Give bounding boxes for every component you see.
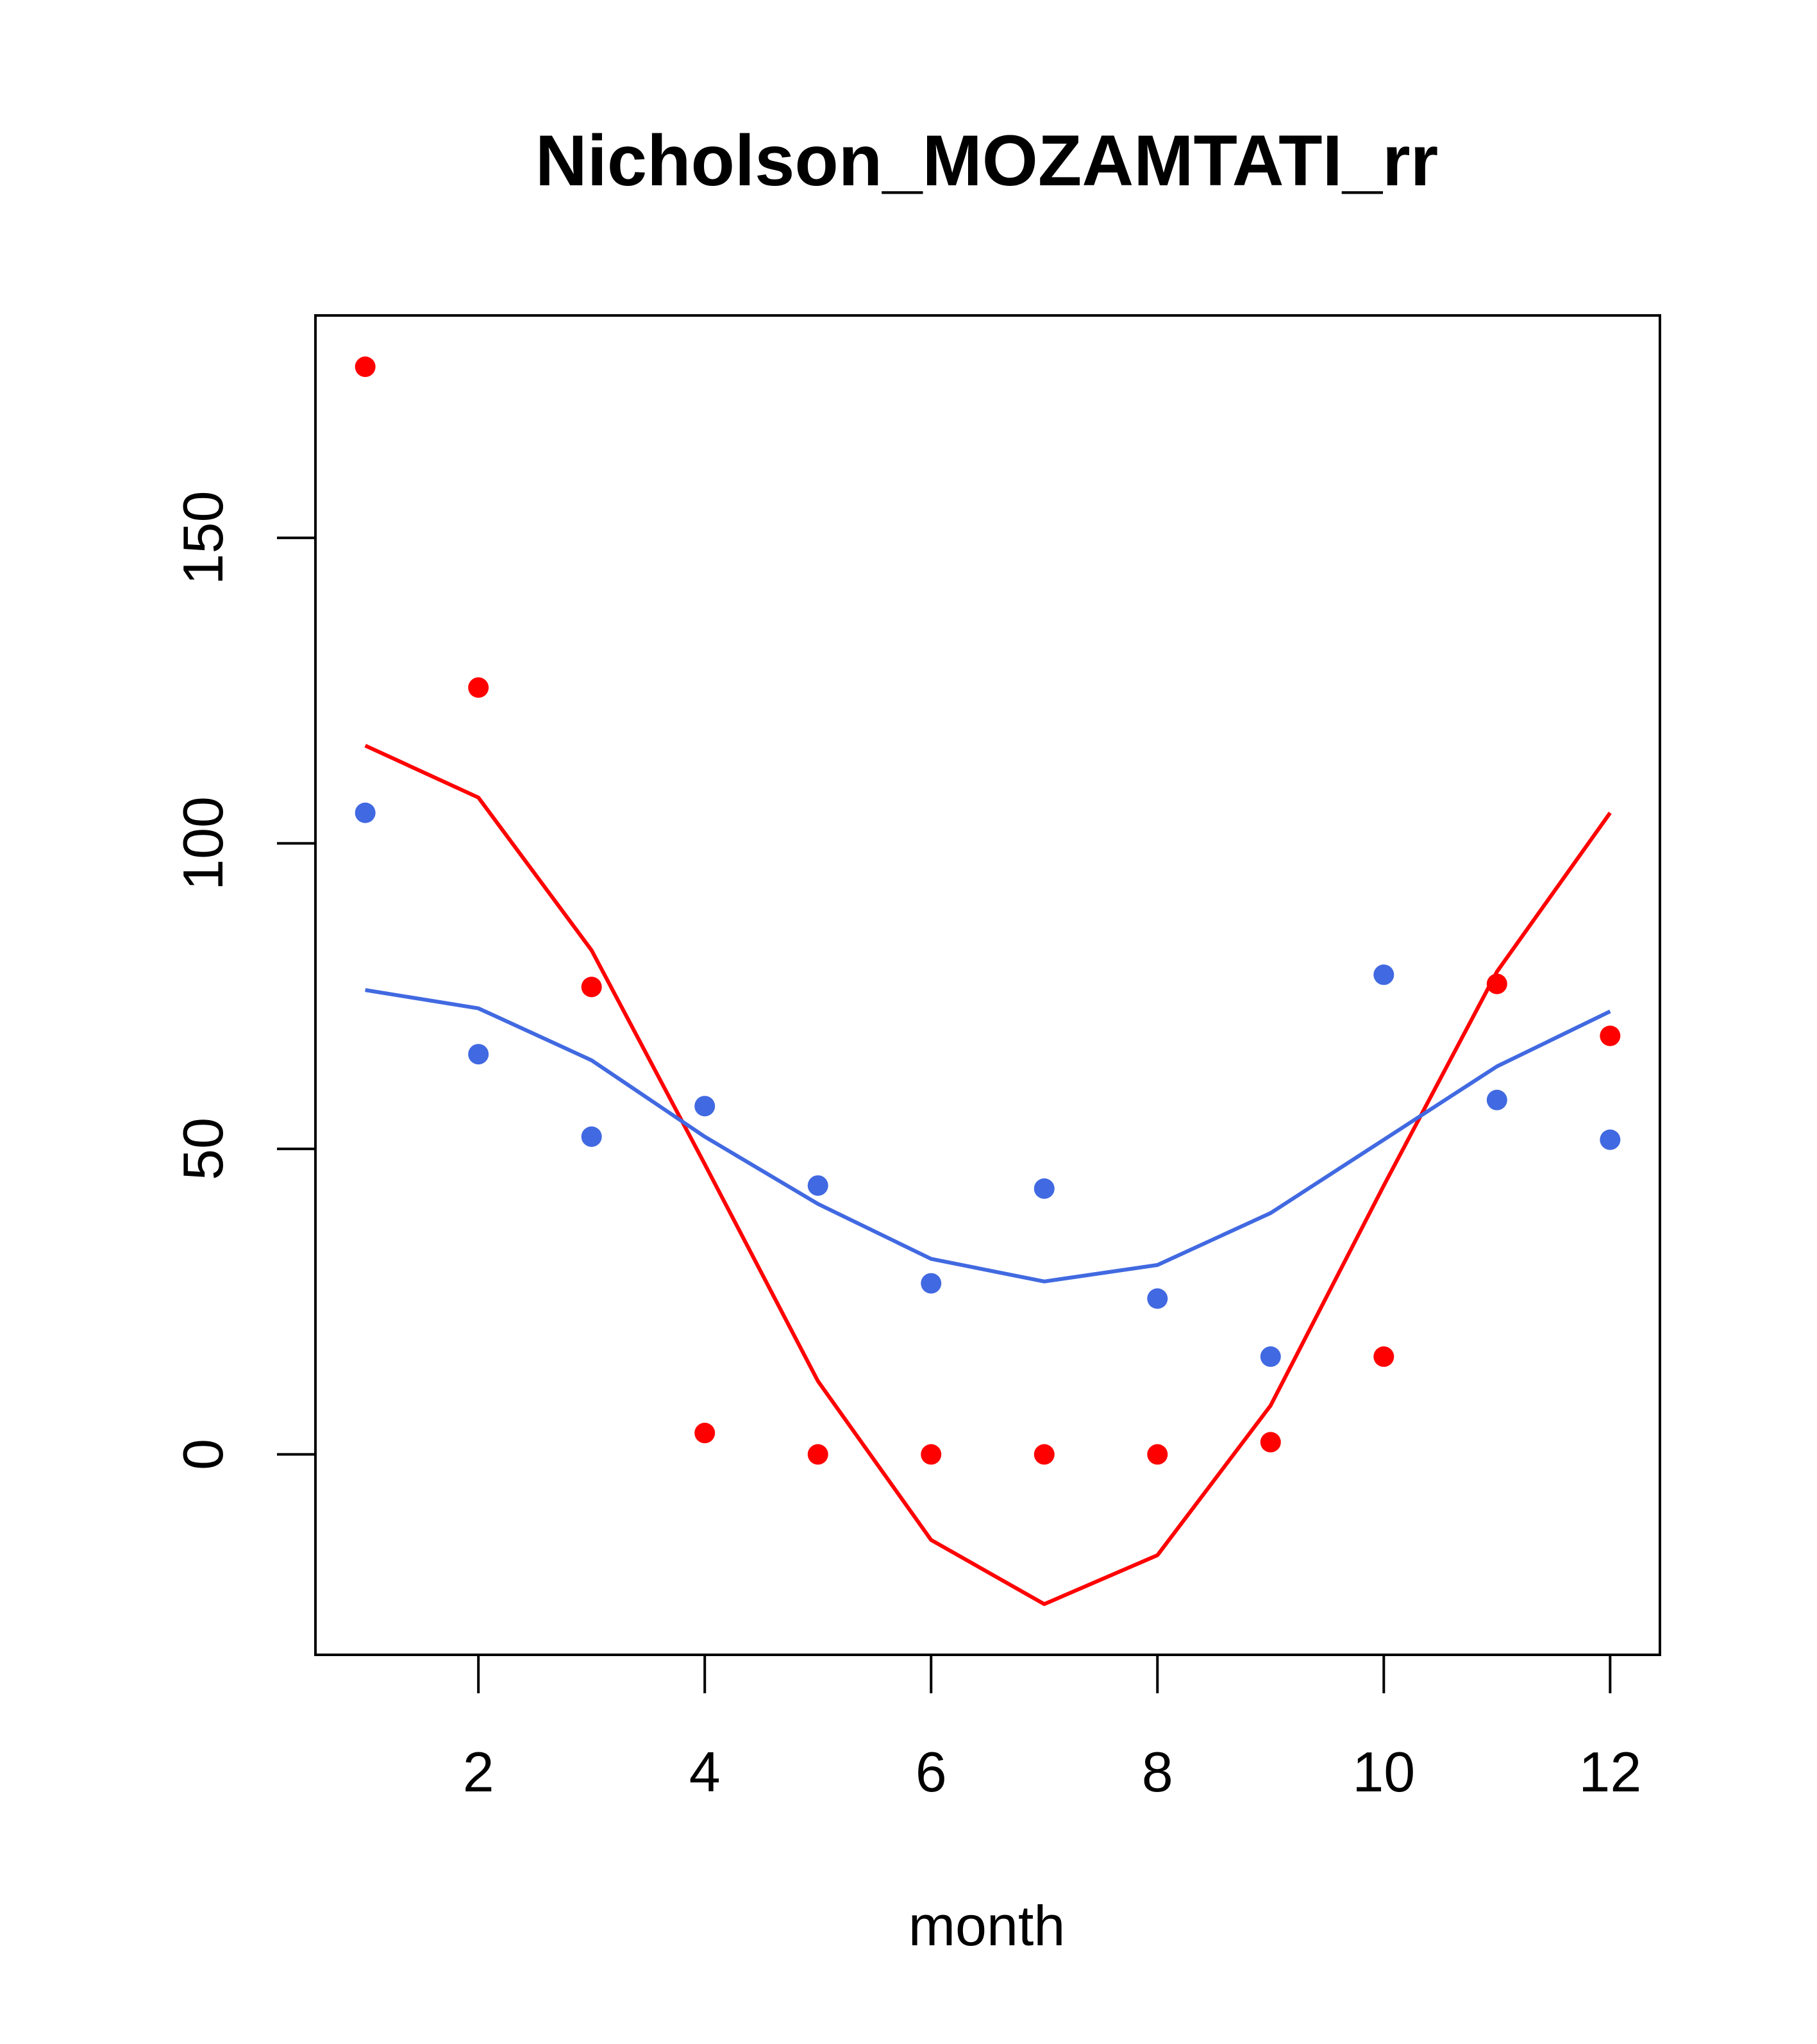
data-point [921,1444,942,1465]
y-tick-label: 100 [171,796,235,891]
data-point [1147,1288,1168,1309]
x-axis-title: month [908,1894,1066,1957]
x-tick-label: 2 [463,1740,494,1804]
data-point [694,1423,716,1444]
x-tick-label: 10 [1352,1740,1415,1804]
x-axis: 2 4 6 8 10 12 [463,1654,1641,1804]
data-point [1486,1089,1507,1110]
data-point [468,677,489,698]
series-line [365,988,1611,1284]
series-0 [355,356,1621,1465]
data-point [921,1273,942,1294]
data-point [1373,964,1394,985]
x-tick-label: 12 [1578,1740,1641,1804]
series-1 [364,744,1612,1606]
y-tick-label: 0 [171,1439,235,1470]
data-point [1373,1346,1394,1367]
data-point [468,1044,489,1065]
x-tick-label: 4 [689,1740,721,1804]
x-tick-label: 6 [916,1740,947,1804]
chart-title: Nicholson_MOZAMTATI_rr [535,121,1438,201]
data-point [807,1175,828,1196]
series-layer [355,356,1621,1606]
plot-frame [314,314,1661,1656]
data-point [355,802,376,823]
data-point [1034,1444,1055,1465]
data-point [1260,1432,1281,1453]
data-point [1600,1129,1621,1150]
data-point [1600,1025,1621,1046]
y-tick-label: 50 [171,1118,235,1180]
series-2 [355,802,1621,1367]
data-point [807,1444,828,1465]
data-point [581,1126,602,1147]
series-3 [365,988,1611,1284]
y-tick-label: 150 [171,490,235,585]
data-point [1034,1178,1055,1199]
data-point [1260,1346,1281,1367]
data-point [581,976,602,998]
data-point [694,1096,716,1117]
data-point [355,356,376,378]
y-axis: 0 50 100 150 [171,490,317,1470]
data-point [1147,1444,1168,1465]
x-tick-label: 8 [1142,1740,1173,1804]
series-line [364,744,1612,1606]
